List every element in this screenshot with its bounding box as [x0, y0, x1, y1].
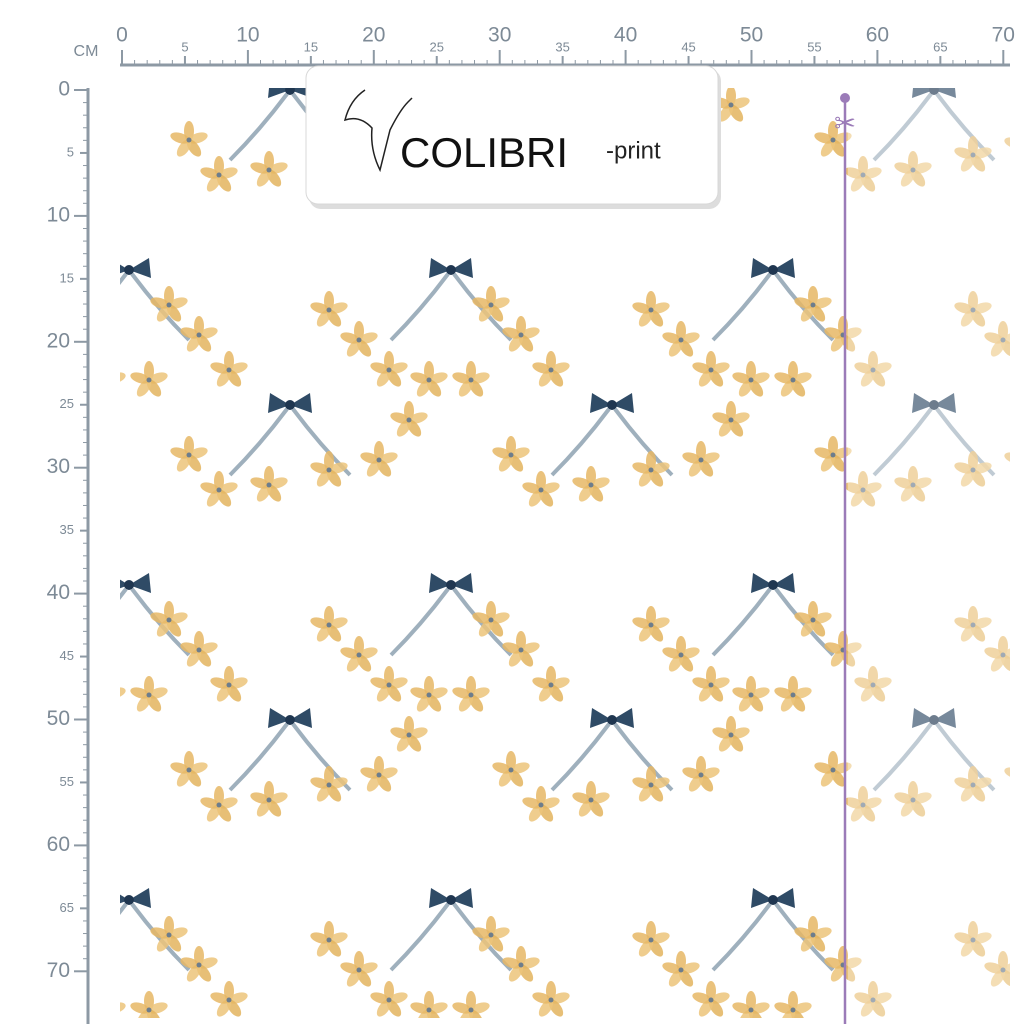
left-label: 65: [60, 900, 74, 915]
left-label: 15: [60, 270, 74, 285]
top-label: 70: [992, 24, 1015, 47]
top-label: 25: [430, 39, 444, 54]
left-label: 60: [47, 833, 70, 856]
top-label: 0: [116, 24, 128, 47]
top-label: 35: [555, 39, 569, 54]
logo-card: COLIBRI -print: [305, 65, 721, 209]
left-label: 5: [67, 144, 74, 159]
top-label: 30: [488, 24, 511, 47]
top-label: 20: [362, 24, 385, 47]
unit-label: CM: [74, 43, 99, 60]
top-label: 5: [181, 39, 188, 54]
left-label: 30: [47, 455, 70, 478]
left-label: 20: [47, 329, 70, 352]
left-label: 40: [47, 581, 70, 604]
cut-handle[interactable]: [840, 93, 850, 103]
left-label: 25: [60, 396, 74, 411]
ruler-marks: 0 5 10 15 20 25 30 35 40 45 50 55 60 65 70 0 5 10 15 20 25 30…: [47, 24, 1015, 982]
top-label: 65: [933, 39, 947, 54]
top-label: 10: [236, 24, 259, 47]
top-label: 45: [681, 39, 695, 54]
left-label: 70: [47, 959, 70, 982]
logo-name: COLIBRI: [400, 129, 568, 176]
cut-overlay: [848, 88, 1010, 1018]
fabric-pattern: [120, 88, 1010, 1018]
top-label: 40: [614, 24, 637, 47]
top-label: 15: [304, 39, 318, 54]
left-ruler-bg: [0, 0, 118, 1024]
top-label: 55: [807, 39, 821, 54]
left-label: 35: [60, 522, 74, 537]
left-label: 45: [60, 648, 74, 663]
left-label: 55: [60, 774, 74, 789]
scissors-icon[interactable]: ✂: [834, 108, 856, 138]
logo-suffix: -print: [606, 137, 661, 164]
left-label: 50: [47, 707, 70, 730]
bird-icon: [343, 89, 413, 173]
left-label: 10: [47, 203, 70, 226]
left-label: 0: [58, 78, 70, 101]
top-label: 50: [740, 24, 763, 47]
top-label: 60: [866, 24, 889, 47]
